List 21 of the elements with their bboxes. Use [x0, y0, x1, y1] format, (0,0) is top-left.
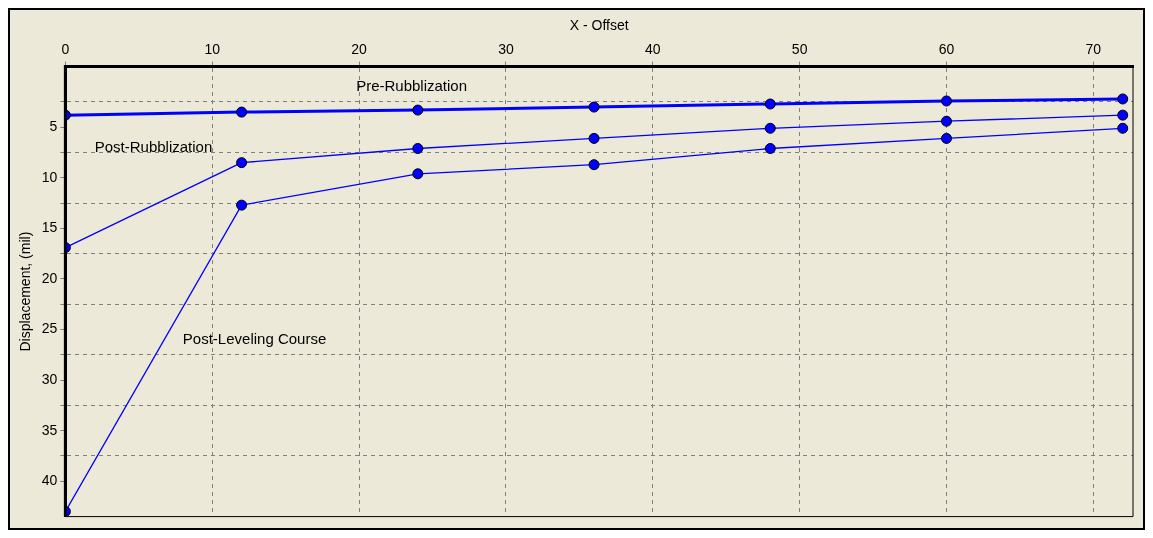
x-tick-label: 70 — [1085, 41, 1102, 58]
series-label: Pre-Rubblization — [356, 76, 468, 94]
x-tick-label: 10 — [204, 41, 221, 58]
series-label: Post-Rubblization — [94, 137, 213, 155]
x-tick-label: 30 — [498, 41, 514, 58]
x-tick-label: 60 — [938, 41, 955, 58]
y-tick-label: 5 — [49, 118, 58, 135]
y-tick-label: 25 — [41, 320, 58, 337]
x-tick-label: 50 — [791, 41, 808, 58]
y-tick-label: 20 — [41, 269, 58, 286]
y-axis-title: Displacement, (mil) — [17, 231, 34, 352]
series-label: Post-Leveling Course — [182, 329, 327, 347]
y-tick-label: 40 — [41, 472, 58, 489]
y-tick-label: 15 — [41, 219, 58, 236]
y-tick-label: 30 — [41, 370, 58, 387]
y-tick-label: 35 — [41, 421, 58, 438]
x-axis-title: X - Offset — [569, 17, 629, 34]
x-tick-label: 0 — [61, 41, 70, 58]
x-tick-label: 20 — [351, 41, 368, 58]
x-tick-label: 40 — [645, 41, 661, 58]
y-tick-label: 10 — [41, 168, 58, 185]
